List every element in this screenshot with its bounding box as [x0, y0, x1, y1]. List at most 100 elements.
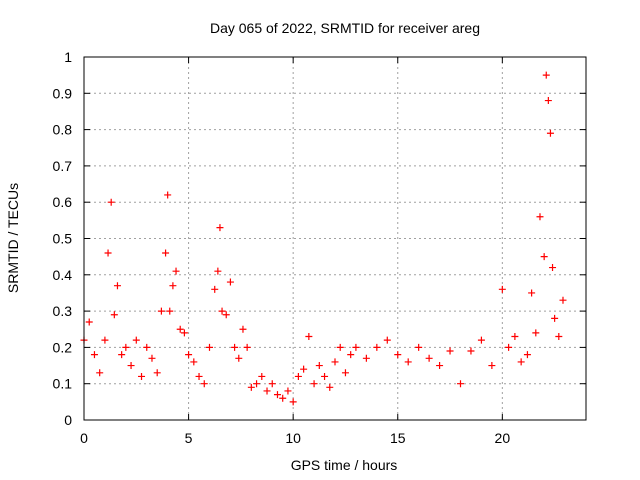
data-point	[216, 224, 224, 232]
data-point	[268, 380, 276, 388]
y-tick-label: 0.8	[53, 122, 73, 138]
data-point	[214, 267, 222, 275]
data-point	[457, 380, 464, 388]
data-point	[352, 343, 360, 351]
data-point	[118, 351, 126, 359]
x-axis-label: GPS time / hours	[291, 457, 398, 473]
data-point	[279, 394, 287, 402]
data-point	[200, 380, 208, 388]
data-point	[336, 343, 344, 351]
data-point	[176, 325, 184, 333]
y-tick-label: 0.9	[53, 85, 73, 101]
data-point	[532, 329, 540, 337]
y-tick-label: 0.3	[53, 303, 73, 319]
data-point	[528, 289, 536, 297]
data-point	[127, 362, 135, 370]
data-point	[239, 325, 247, 333]
data-point	[505, 343, 513, 351]
data-point	[347, 351, 355, 359]
data-point	[511, 333, 519, 341]
data-point	[523, 351, 531, 359]
data-point	[467, 347, 475, 355]
data-point	[551, 314, 559, 322]
data-point	[231, 343, 239, 351]
y-tick-label: 0.2	[53, 339, 73, 355]
data-point	[300, 365, 308, 373]
x-tick-labels: 0 5 10 15 20	[80, 430, 510, 446]
x-tick-label: 20	[495, 430, 511, 446]
data-point	[321, 372, 329, 380]
data-point	[247, 383, 255, 391]
grid-lines	[83, 56, 586, 421]
data-point	[362, 354, 370, 362]
y-tick-label: 1	[64, 49, 72, 65]
data-point	[446, 347, 454, 355]
x-tick-label: 5	[185, 430, 193, 446]
data-point	[559, 296, 567, 304]
data-point	[305, 333, 313, 341]
data-point	[555, 333, 563, 341]
data-point	[218, 307, 226, 315]
axis-ticks	[83, 56, 586, 421]
data-point	[211, 285, 219, 293]
data-point	[549, 264, 557, 272]
data-point	[540, 253, 548, 261]
x-tick-label: 0	[80, 430, 88, 446]
data-point	[185, 351, 193, 359]
data-point	[143, 343, 151, 351]
data-point	[315, 362, 323, 370]
data-point	[153, 369, 161, 377]
data-point	[222, 311, 230, 319]
data-point	[132, 336, 140, 344]
data-point	[258, 372, 266, 380]
data-point	[253, 380, 261, 388]
data-point	[289, 398, 297, 406]
data-point	[477, 336, 485, 344]
data-point	[169, 282, 177, 290]
data-point	[517, 358, 525, 366]
data-point	[498, 285, 506, 293]
data-point	[85, 318, 93, 326]
chart-title: Day 065 of 2022, SRMTID for receiver are…	[210, 20, 480, 36]
data-point	[294, 372, 302, 380]
data-point	[404, 358, 412, 366]
y-tick-label: 0.7	[53, 158, 73, 174]
x-tick-label: 15	[390, 430, 406, 446]
data-point	[180, 329, 188, 337]
data-point	[373, 343, 381, 351]
data-points	[80, 71, 567, 406]
data-point	[90, 351, 98, 359]
data-point	[101, 336, 109, 344]
data-point	[436, 362, 444, 370]
data-point	[162, 249, 170, 257]
data-point	[104, 249, 112, 257]
data-point	[122, 343, 130, 351]
data-point	[544, 97, 552, 105]
y-tick-label: 0	[64, 412, 72, 428]
data-point	[546, 129, 554, 137]
data-point	[226, 278, 234, 286]
data-point	[235, 354, 243, 362]
data-point	[157, 307, 165, 315]
data-point	[166, 307, 174, 315]
data-point	[190, 358, 198, 366]
y-tick-label: 0.1	[53, 376, 73, 392]
data-point	[273, 391, 281, 399]
data-point	[195, 372, 203, 380]
y-tick-label: 0.6	[53, 194, 73, 210]
data-point	[206, 343, 213, 351]
data-point	[542, 71, 550, 79]
data-point	[113, 282, 121, 290]
data-point	[172, 267, 180, 275]
data-point	[536, 213, 544, 221]
data-point	[415, 343, 423, 351]
data-point	[148, 354, 156, 362]
data-point	[107, 198, 115, 206]
data-point	[284, 387, 292, 395]
y-axis-label: SRMTID / TECUs	[5, 183, 21, 293]
data-point	[263, 387, 271, 395]
x-tick-label: 10	[285, 430, 301, 446]
data-point	[138, 372, 146, 380]
data-point	[394, 351, 402, 359]
